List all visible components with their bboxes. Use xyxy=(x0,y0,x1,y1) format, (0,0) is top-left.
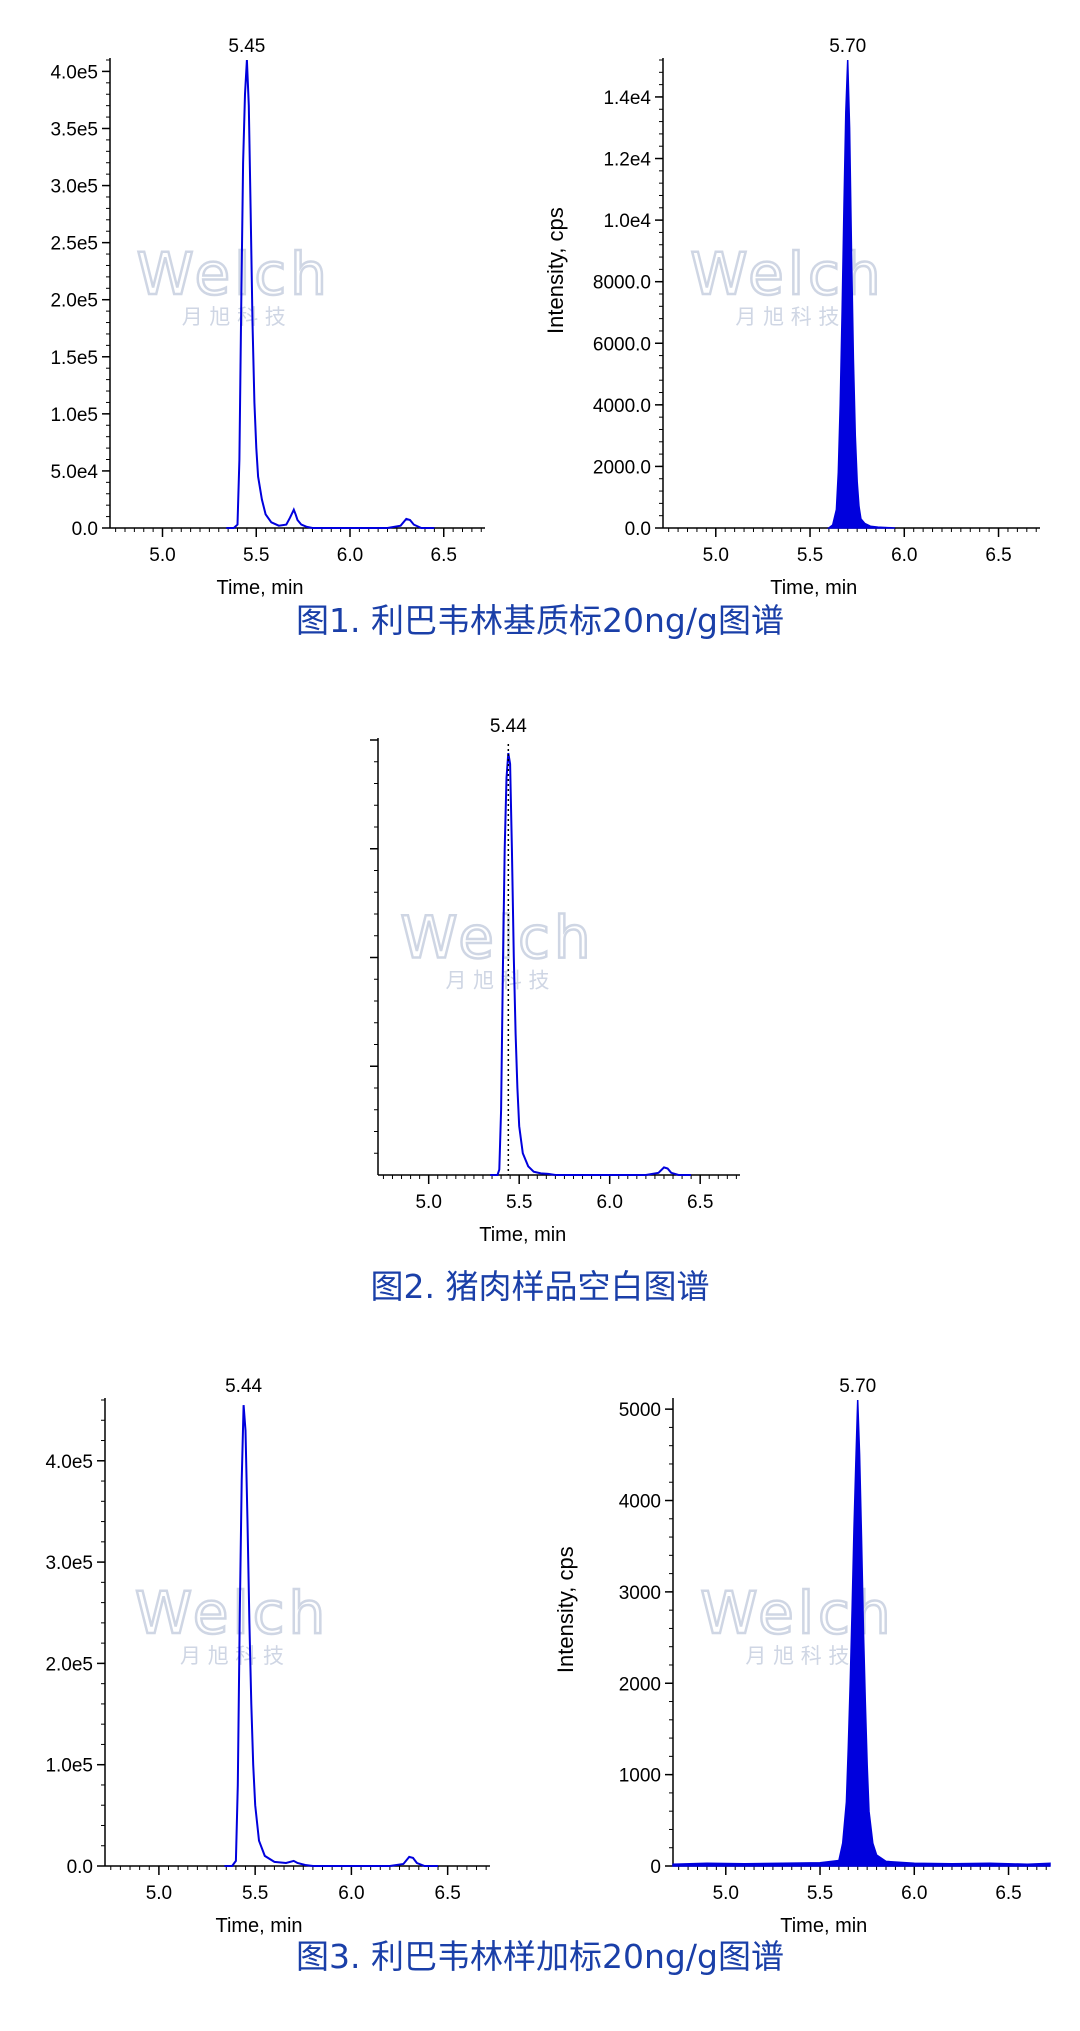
y-tick-label: 1000 xyxy=(619,1766,661,1787)
series-area xyxy=(826,59,895,529)
y-tick-label: 3.0e5 xyxy=(50,177,98,198)
y-tick-label: 1.2e4 xyxy=(603,150,651,171)
x-tick-label: 5.5 xyxy=(242,1883,268,1904)
y-tick-label: 4000 xyxy=(619,1492,661,1513)
x-tick-label: 6.0 xyxy=(901,1883,927,1904)
chart-ribavirin-spiked-2: Welch 月 旭 科 技 5.0 5.5 6.0 6.5 Time, min 0 1000 20… xyxy=(520,1360,1060,1937)
x-tick-label: 5.5 xyxy=(506,1192,532,1213)
watermark-subtitle: 月 旭 科 技 xyxy=(745,1644,849,1668)
y-tick-label: 0.0 xyxy=(625,519,651,540)
y-tick-label: 8000.0 xyxy=(593,273,651,294)
x-tick-label: 6.5 xyxy=(434,1883,460,1904)
x-tick-label: 5.0 xyxy=(146,1883,172,1904)
x-tick-label: 6.0 xyxy=(596,1192,622,1213)
peak-label: 5.70 xyxy=(829,36,866,57)
x-tick-label: 5.5 xyxy=(797,545,823,566)
x-tick-label: 6.5 xyxy=(985,545,1011,566)
watermark-logo: Welch xyxy=(690,240,884,308)
y-tick-label: 0 xyxy=(650,1857,661,1878)
y-axis-label: Intensity, cps xyxy=(553,1546,578,1673)
peak-label: 5.70 xyxy=(839,1376,876,1397)
y-tick-label: 5000 xyxy=(619,1400,661,1421)
y-tick-label: 5.0e4 xyxy=(50,462,98,483)
y-tick-label: 2.5e5 xyxy=(50,234,98,255)
x-tick-label: 6.5 xyxy=(995,1883,1021,1904)
y-tick-label: 1.0e5 xyxy=(45,1756,93,1777)
series-line xyxy=(224,1405,438,1867)
y-tick-label: 4.0e5 xyxy=(50,62,98,83)
y-tick-label: 1.0e5 xyxy=(50,405,98,426)
x-axis-label: Time, min xyxy=(479,1224,566,1246)
peak-label: 5.44 xyxy=(225,1376,262,1397)
y-tick-label: 3000 xyxy=(619,1583,661,1604)
x-tick-label: 6.5 xyxy=(687,1192,713,1213)
y-tick-label: 1.5e5 xyxy=(50,348,98,369)
series-line xyxy=(226,59,435,529)
watermark-subtitle: 月 旭 科 技 xyxy=(180,1644,284,1668)
y-tick-label: 3.5e5 xyxy=(50,119,98,140)
y-tick-label: 1.0e4 xyxy=(603,211,651,232)
series-area xyxy=(672,1399,1051,1867)
x-tick-label: 5.0 xyxy=(713,1883,739,1904)
watermark-logo: Welch xyxy=(400,904,594,972)
y-tick-label: 6000.0 xyxy=(593,334,651,355)
x-tick-label: 6.0 xyxy=(338,1883,364,1904)
chart-ribavirin-matrix-standard-2: Welch 月 旭 科 技 5.0 5.5 6.0 6.5 Time, min 0.0 2000… xyxy=(520,20,1060,599)
x-tick-label: 5.5 xyxy=(243,545,269,566)
watermark-subtitle: 月 旭 科 技 xyxy=(445,969,549,993)
x-tick-label: 5.0 xyxy=(149,545,175,566)
y-tick-label: 2.0e5 xyxy=(45,1654,93,1675)
figure-2-caption: 图2. 猪肉样品空白图谱 xyxy=(370,1267,710,1306)
y-axis-label: Intensity, cps xyxy=(543,207,568,334)
chart-ribavirin-matrix-standard-1: Welch 月 旭 科 技 5.0 5.5 6.0 6.5 Time, min 0.0 5.0e… xyxy=(0,20,520,599)
x-tick-label: 5.0 xyxy=(703,545,729,566)
x-tick-label: 6.0 xyxy=(337,545,363,566)
x-axis-label: Time, min xyxy=(216,577,303,599)
watermark-subtitle: 月 旭 科 技 xyxy=(182,305,286,329)
chart-pork-blank: Welch 月 旭 科 技 5.0 5.5 6.0 6.5 Time, min 5.44 xyxy=(360,700,760,1246)
peak-label: 5.45 xyxy=(228,36,265,57)
watermark-logo: Welch xyxy=(137,240,331,308)
y-tick-label: 3.0e5 xyxy=(45,1553,93,1574)
x-axis-label: Time, min xyxy=(215,1915,302,1937)
y-tick-label: 4000.0 xyxy=(593,396,651,417)
chart-ribavirin-spiked-1: Welch 月 旭 科 技 5.0 5.5 6.0 6.5 Time, min 0.0 1.0e… xyxy=(0,1360,520,1937)
y-tick-label: 2.0e5 xyxy=(50,291,98,312)
watermark-logo: Welch xyxy=(135,1579,329,1647)
y-tick-label: 1.4e4 xyxy=(603,88,651,109)
x-tick-label: 5.5 xyxy=(807,1883,833,1904)
x-axis-label: Time, min xyxy=(780,1915,867,1937)
y-tick-label: 0.0 xyxy=(72,519,98,540)
watermark-logo: Welch xyxy=(700,1579,894,1647)
watermark-subtitle: 月 旭 科 技 xyxy=(735,305,839,329)
figure-1-caption: 图1. 利巴韦林基质标20ng/g图谱 xyxy=(296,601,784,640)
y-tick-label: 2000.0 xyxy=(593,457,651,478)
y-tick-label: 4.0e5 xyxy=(45,1452,93,1473)
peak-label: 5.44 xyxy=(490,716,527,737)
series-line xyxy=(490,752,692,1176)
x-tick-label: 6.0 xyxy=(891,545,917,566)
x-tick-label: 6.5 xyxy=(431,545,457,566)
figure-3-caption: 图3. 利巴韦林样加标20ng/g图谱 xyxy=(296,1937,784,1976)
x-tick-label: 5.0 xyxy=(415,1192,441,1213)
y-tick-label: 0.0 xyxy=(67,1857,93,1878)
x-axis-label: Time, min xyxy=(770,577,857,599)
y-tick-label: 2000 xyxy=(619,1674,661,1695)
